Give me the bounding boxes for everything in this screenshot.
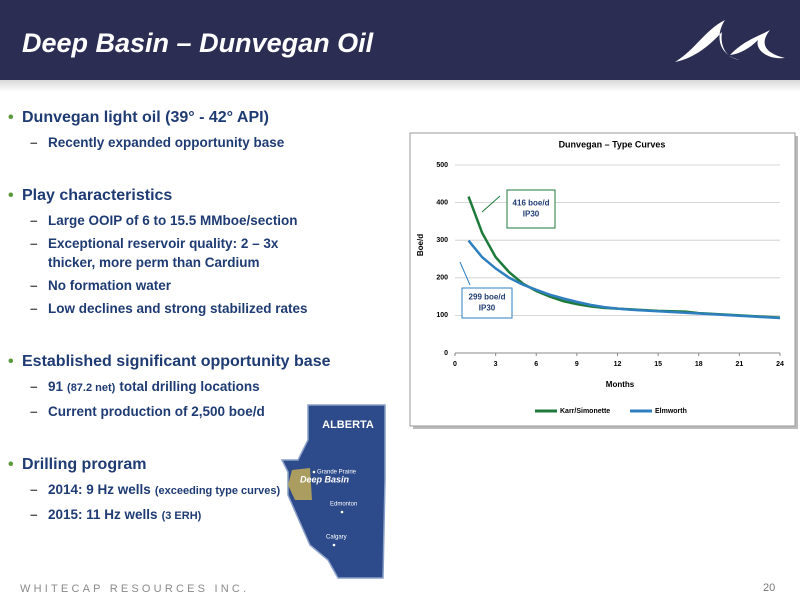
sub-text: (3 ERH) [161, 510, 202, 522]
y-tick-label: 500 [436, 162, 448, 169]
y-tick-label: 300 [436, 237, 448, 244]
city: Grande Prairie [317, 470, 357, 476]
sub-bullet: Exceptional reservoir quality: 2 – 3x th… [8, 232, 318, 274]
sub-bullet: 2014: 9 Hz wells(exceeding type curves) [8, 478, 318, 503]
x-tick-label: 18 [695, 361, 703, 368]
sub-text: (exceeding type curves) [154, 485, 281, 497]
x-tick-label: 12 [614, 361, 622, 368]
y-tick-label: 200 [436, 275, 448, 282]
annotation-box [506, 189, 556, 229]
city: Edmonton [330, 502, 357, 508]
x-tick-label: 9 [575, 361, 579, 368]
bullet-list: Dunvegan light oil (39° - 42° API) Recent… [8, 108, 338, 528]
y-tick-label: 400 [436, 199, 448, 206]
bullet: Dunvegan light oil (39° - 42° API) [8, 108, 338, 128]
header-strip [0, 80, 800, 92]
sub-text: total drilling locations [119, 379, 260, 394]
bullet: Drilling program [8, 455, 338, 475]
header-band [0, 0, 800, 80]
sub-text: 2015: 11 Hz wells [48, 507, 158, 522]
city: Calgary [326, 535, 347, 541]
map-title: ALBERTA [322, 419, 374, 431]
sub-text: (87.2 net) [67, 382, 116, 394]
annotation-pointer [459, 261, 471, 286]
sub-bullet: Low declines and strong stabilized rates [8, 297, 318, 320]
legend-label: Elmworth [655, 408, 687, 415]
bullet: Play characteristics [8, 186, 338, 206]
footer-company: WHITECAP RESOURCES INC. [20, 583, 250, 595]
sub-bullet: Current production of 2,500 boe/d [8, 400, 318, 423]
sub-bullet: 2015: 11 Hz wells(3 ERH) [8, 503, 318, 528]
sub-bullet: Recently expanded opportunity base [8, 131, 318, 154]
sub-list: 2014: 9 Hz wells(exceeding type curves)2… [8, 478, 338, 528]
y-tick-label: 0 [444, 350, 448, 357]
legend-label: Karr/Simonette [560, 408, 610, 415]
logo [675, 20, 785, 62]
series-line [467, 239, 781, 320]
map-region: Deep Basin [300, 474, 350, 484]
chart: Dunvegan – Type Curves Months Boe/d 0 100… [409, 132, 798, 429]
chart-title: Dunvegan – Type Curves [559, 139, 666, 149]
sub-bullet: Large OOIP of 6 to 15.5 MMboe/section [8, 209, 318, 232]
sub-bullet: 91(87.2 net)total drilling locations [8, 375, 318, 400]
annotation-text: 299 boe/d [469, 293, 506, 302]
sub-list: 91(87.2 net)total drilling locationsCurr… [8, 375, 338, 423]
sub-list: Recently expanded opportunity base [8, 131, 338, 154]
y-axis-label: Boe/d [416, 234, 425, 256]
x-tick-label: 3 [494, 361, 498, 368]
bullet: Established significant opportunity base [8, 352, 338, 372]
x-tick-label: 0 [453, 361, 457, 368]
sub-text: 91 [48, 379, 64, 394]
annotation-box [461, 287, 513, 319]
x-tick-label: 6 [534, 361, 538, 368]
annotation-pointer [481, 195, 501, 213]
y-tick-label: 100 [436, 312, 448, 319]
slide-title: Deep Basin – Dunvegan Oil [22, 28, 374, 58]
annotation-text: IP30 [523, 210, 540, 219]
sub-bullet: No formation water [8, 274, 318, 297]
sub-text: 2014: 9 Hz wells [48, 482, 151, 497]
annotation-text: IP30 [479, 304, 496, 313]
alberta-map: ALBERTA Deep Basin Grande Prairie Edmont… [280, 404, 386, 579]
sub-list: Large OOIP of 6 to 15.5 MMboe/sectionExc… [8, 209, 338, 320]
x-tick-label: 15 [654, 361, 662, 368]
x-axis-label: Months [606, 380, 635, 389]
annotation-text: 416 boe/d [513, 199, 550, 208]
x-tick-label: 24 [776, 361, 784, 368]
page-number: 20 [763, 582, 776, 594]
x-tick-label: 21 [735, 361, 743, 368]
